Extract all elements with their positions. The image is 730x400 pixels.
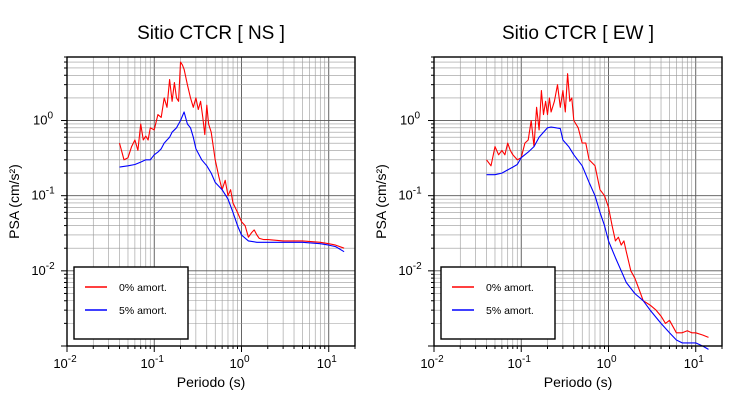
panel-2-legend-box xyxy=(440,266,556,340)
panel-2-x-tick-label: 100 xyxy=(596,354,616,371)
panel-1-x-tick-label-exp: -1 xyxy=(155,354,164,365)
panel-1-y-tick-label-exp: 0 xyxy=(47,111,53,122)
panel-2-x-tick-label: 10-2 xyxy=(420,354,444,371)
panel-2-x-axis-label: Periodo (s) xyxy=(544,374,612,390)
panel-2-x-tick-label-base: 10 xyxy=(420,356,434,371)
panel-2-y-axis-label: PSA (cm/s²) xyxy=(373,164,389,239)
panel-2-y-tick-label-exp: -1 xyxy=(413,186,422,197)
panel-1-x-tick-label-base: 10 xyxy=(229,356,243,371)
panel-2-x-tick-label-exp: 0 xyxy=(611,354,617,365)
panel-1-x-tick-label-exp: 1 xyxy=(331,354,337,365)
panel-2-legend: 0% amort. 5% amort. xyxy=(440,266,556,340)
panel-1-legend-label: 0% amort. xyxy=(119,282,167,294)
panel-2-y-tick-label: 10-1 xyxy=(398,186,422,203)
panel-2-y-tick-label-base: 10 xyxy=(400,113,414,128)
panel-1-y-tick-label-exp: -1 xyxy=(46,186,55,197)
panel-1-legend-box xyxy=(73,266,189,340)
panel-2-x-tick-label: 10-1 xyxy=(508,354,532,371)
panel-2-y-tick-label-base: 10 xyxy=(398,263,412,278)
panel-1-x-tick-label-base: 10 xyxy=(141,356,155,371)
panel-1-x-tick-label-base: 10 xyxy=(317,356,331,371)
panel-2-x-tick-label: 101 xyxy=(684,354,704,371)
panel-1-series-5pct-line xyxy=(119,111,345,253)
panel-1-x-tick-label: 100 xyxy=(229,354,249,371)
panel-2-series-0pct-line xyxy=(486,73,709,338)
panel-1-y-tick-label: 10-2 xyxy=(31,261,55,278)
panel-2-y-tick-label: 100 xyxy=(400,111,420,128)
panel-1-y-axis-label: PSA (cm/s²) xyxy=(6,164,22,239)
panel-1-legend: 0% amort. 5% amort. xyxy=(73,266,189,340)
panel-2-legend-label: 5% amort. xyxy=(486,305,534,317)
panel-1-y-tick-label: 10-1 xyxy=(31,186,55,203)
panel-1-legend-label: 5% amort. xyxy=(119,305,167,317)
panel-1-y-tick-label: 100 xyxy=(33,111,53,128)
panel-2-y-tick-label-exp: 0 xyxy=(414,111,420,122)
panel-1-x-tick-label: 10-1 xyxy=(141,354,165,371)
panel-2-x-tick-label-exp: 1 xyxy=(698,354,704,365)
panel-1-title: Sitio CTCR [ NS ] xyxy=(137,23,285,44)
panel-2-x-tick-label-base: 10 xyxy=(508,356,522,371)
panel-1-x-tick-label-exp: -2 xyxy=(68,354,77,365)
panel-2-series-5pct-line xyxy=(486,126,709,350)
panel-2-x-tick-label-exp: -1 xyxy=(522,354,531,365)
panel-1-series-0pct-line xyxy=(118,61,345,249)
panel-2-grid xyxy=(434,57,722,346)
panel-2-x-tick-label-base: 10 xyxy=(596,356,610,371)
panel-1-y-tick-label-base: 10 xyxy=(31,188,45,203)
panel-2-y-tick-label: 10-2 xyxy=(398,261,422,278)
panel-1-y-tick-label-exp: -2 xyxy=(46,261,55,272)
panel-1-x-axis-label: Periodo (s) xyxy=(177,374,245,390)
panel-2-y-tick-label-base: 10 xyxy=(398,188,412,203)
panel-1-y-tick-label-base: 10 xyxy=(33,113,47,128)
panel-1-x-tick-label-exp: 0 xyxy=(244,354,250,365)
panel-2-x-tick-label-base: 10 xyxy=(684,356,698,371)
panel-1-y-tick-label-base: 10 xyxy=(31,263,45,278)
panel-2-x-tick-label-exp: -2 xyxy=(435,354,444,365)
panel-2-y-tick-label-exp: -2 xyxy=(413,261,422,272)
panel-1-plot-frame xyxy=(66,56,356,347)
panel-1-x-tick-label: 10-2 xyxy=(53,354,77,371)
panel-2-legend-label: 0% amort. xyxy=(486,282,534,294)
panel-1-x-tick-label: 101 xyxy=(317,354,337,371)
panel-2-plot-frame xyxy=(433,56,723,347)
panel-2-title: Sitio CTCR [ EW ] xyxy=(502,23,654,44)
panel-1-x-tick-label-base: 10 xyxy=(53,356,67,371)
